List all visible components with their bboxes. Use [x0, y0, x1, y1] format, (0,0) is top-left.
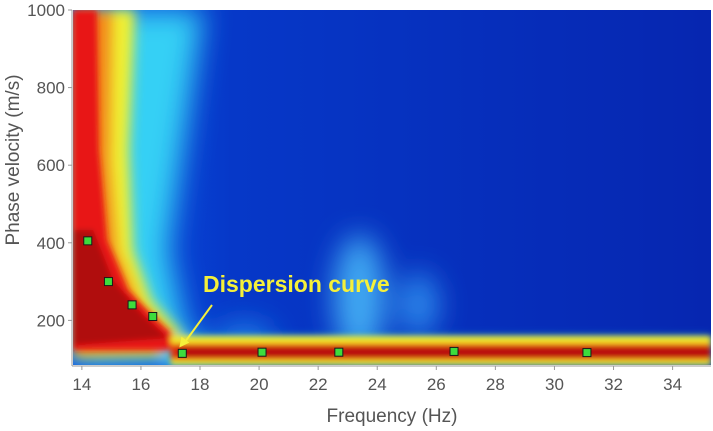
x-tick-label: 28 — [486, 375, 505, 394]
x-tick-label: 22 — [309, 375, 328, 394]
y-axis-label: Phase velocity (m/s) — [3, 74, 24, 245]
annotation-arrow — [184, 304, 213, 343]
x-tick-label: 18 — [191, 375, 210, 394]
x-tick-label: 16 — [131, 375, 150, 394]
data-point — [582, 348, 592, 358]
x-tick-label: 26 — [427, 375, 446, 394]
x-axis-label: Frequency (Hz) — [327, 406, 458, 427]
x-tick-label: 32 — [604, 375, 623, 394]
x-tick-label: 24 — [368, 375, 387, 394]
x-tick-label: 30 — [545, 375, 564, 394]
heatmap-image — [73, 10, 711, 365]
data-point — [127, 300, 137, 310]
data-point — [177, 348, 187, 358]
data-point — [334, 347, 344, 357]
x-tick-label: 20 — [250, 375, 269, 394]
picked-points — [83, 236, 592, 358]
x-tick-labels: 14 16 18 20 22 24 26 28 30 32 34 — [72, 366, 682, 394]
data-point — [103, 277, 113, 287]
y-tick-label: 800 — [37, 79, 65, 98]
x-tick-label: 34 — [663, 375, 682, 394]
data-point — [449, 346, 459, 356]
y-tick-label: 600 — [37, 156, 65, 175]
data-point — [257, 347, 267, 357]
y-tick-label: 200 — [37, 311, 65, 330]
x-tick-label: 14 — [72, 375, 91, 394]
data-point — [83, 236, 93, 246]
annotation-arrow-head — [179, 336, 190, 348]
y-tick-label: 400 — [37, 234, 65, 253]
data-point — [148, 312, 158, 322]
y-tick-label: 1000 — [27, 1, 65, 20]
annotation-label: Dispersion curve — [203, 271, 390, 297]
y-tick-labels: 200 400 600 800 1000 — [27, 1, 72, 330]
